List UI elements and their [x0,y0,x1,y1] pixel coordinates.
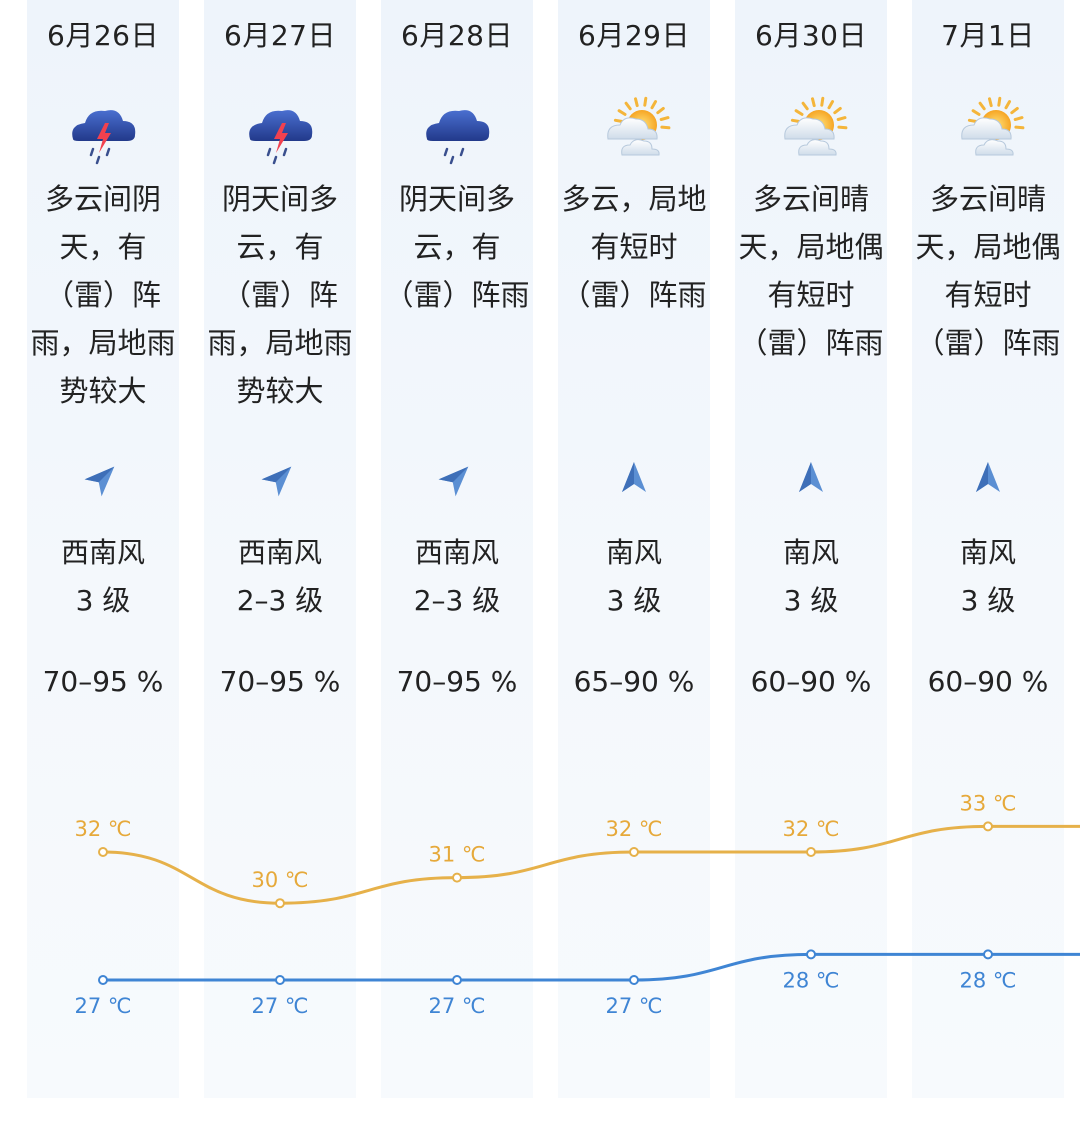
description-line: 阴天间多 [221,182,338,216]
rain-icon [417,95,497,167]
humidity: 70–95 % [42,665,164,698]
wind-level: 3 级 [606,584,662,617]
day-date: 6月27日 [224,19,336,52]
description-line: 天，局地偶 [738,230,884,264]
wind-direction: 西南风 [237,536,322,569]
day-date: 6月29日 [578,19,690,52]
description-line: 雨，局地雨 [207,326,353,360]
wind-direction: 西南风 [414,536,499,569]
humidity: 70–95 % [396,665,518,698]
wind-level: 2–3 级 [413,584,501,617]
weather-description: 多云间阴天，有 （雷）阵雨，局地雨势较大 [23,175,183,415]
humidity: 65–90 % [573,665,695,698]
wind-info: 南风 3 级 [900,529,1077,625]
description-line: 有短时 [590,230,678,264]
description-line: 有短时 [944,278,1032,312]
day-column [381,0,533,1098]
wind-info: 西南风 2–3 级 [369,529,546,625]
day-column [558,0,710,1098]
thunderstorm-icon [240,95,320,167]
partly-cloudy-icon [771,95,851,167]
wind-level: 3 级 [783,584,839,617]
wind-info: 西南风 2–3 级 [192,529,369,625]
wind-direction: 南风 [782,536,839,569]
day-column [735,0,887,1098]
wind-direction-south-icon [791,458,831,498]
wind-direction-south-icon [968,458,1008,498]
weather-description: 阴天间多云，有 （雷）阵雨 [377,175,537,319]
thunderstorm-icon [63,95,143,167]
wind-info: 南风 3 级 [546,529,723,625]
description-line: （雷）阵 [221,278,338,312]
humidity: 60–90 % [927,665,1049,698]
description-line: （雷）阵雨 [738,326,884,360]
description-line: 雨，局地雨 [30,326,176,360]
partly-cloudy-icon [948,95,1028,167]
wind-info: 西南风 3 级 [15,529,192,625]
day-column [27,0,179,1098]
description-line: 多云间晴 [929,182,1046,216]
wind-info: 南风 3 级 [723,529,900,625]
partly-cloudy-icon [594,95,674,167]
day-date: 6月30日 [755,19,867,52]
wind-direction-south-icon [614,458,654,498]
description-line: 多云间晴 [752,182,869,216]
description-line: （雷）阵雨 [561,278,707,312]
description-line: 有短时 [767,278,855,312]
description-line: 云，有 [236,230,324,264]
description-line: 阴天间多 [398,182,515,216]
description-line: （雷）阵雨 [915,326,1061,360]
description-line: 势较大 [59,374,147,408]
weather-description: 阴天间多云，有 （雷）阵雨，局地雨势较大 [200,175,360,415]
wind-direction: 南风 [959,536,1016,569]
weather-description: 多云，局地有短时 （雷）阵雨 [554,175,714,319]
weather-description: 多云间晴天，局地偶有短时 （雷）阵雨 [731,175,891,367]
wind-level: 3 级 [75,584,131,617]
description-line: 天，局地偶 [915,230,1061,264]
wind-direction: 西南风 [60,536,145,569]
humidity: 60–90 % [750,665,872,698]
description-line: 多云，局地 [561,182,707,216]
day-column [204,0,356,1098]
day-date: 6月26日 [47,19,159,52]
wind-level: 2–3 级 [236,584,324,617]
description-line: （雷）阵 [44,278,161,312]
wind-direction: 南风 [605,536,662,569]
description-line: 势较大 [236,374,324,408]
wind-direction-southwest-icon [260,458,300,498]
day-date: 7月1日 [941,19,1035,52]
weather-description: 多云间晴天，局地偶有短时 （雷）阵雨 [908,175,1068,367]
wind-direction-southwest-icon [83,458,123,498]
description-line: （雷）阵雨 [384,278,530,312]
wind-level: 3 级 [960,584,1016,617]
day-column [912,0,1064,1098]
humidity: 70–95 % [219,665,341,698]
wind-direction-southwest-icon [437,458,477,498]
description-line: 天，有 [59,230,147,264]
description-line: 多云间阴 [44,182,161,216]
day-date: 6月28日 [401,19,513,52]
description-line: 云，有 [413,230,501,264]
